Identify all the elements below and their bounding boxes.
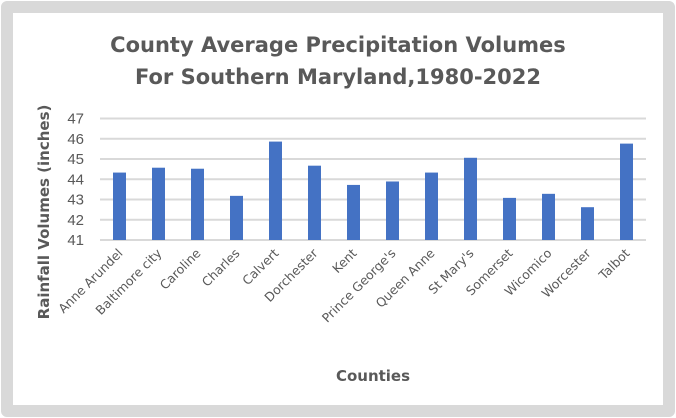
chart-title: County Average Precipitation Volumes For… <box>110 33 566 89</box>
bar <box>542 193 555 240</box>
bar <box>620 143 633 240</box>
y-axis-ticks: 41 42 43 44 45 46 47 <box>67 111 84 250</box>
y-tick-label: 47 <box>67 111 84 128</box>
bar <box>581 207 594 240</box>
bar <box>152 167 165 240</box>
bar <box>464 157 477 240</box>
x-axis-title: Counties <box>336 367 410 385</box>
y-tick-label: 42 <box>67 212 84 229</box>
bar <box>347 184 360 240</box>
y-tick-label: 45 <box>67 151 84 168</box>
bar <box>308 165 321 240</box>
y-tick-label: 44 <box>67 171 84 188</box>
x-tick-label: Kent <box>329 245 360 276</box>
bar <box>230 195 243 240</box>
bar <box>269 141 282 240</box>
y-tick-label: 43 <box>67 192 84 209</box>
chart-title-line-1: County Average Precipitation Volumes <box>110 33 566 57</box>
bar <box>425 172 438 240</box>
bar <box>113 172 126 240</box>
x-tick-label: Talbot <box>595 245 633 283</box>
bar <box>503 197 516 240</box>
y-axis-title: Rainfall Volumes (inches) <box>35 105 53 320</box>
bars <box>113 141 633 240</box>
bar <box>386 181 399 240</box>
chart-title-line-2: For Southern Maryland,1980-2022 <box>135 65 541 89</box>
bar <box>191 168 204 240</box>
x-tick-label: Caroline <box>157 245 204 292</box>
y-tick-label: 41 <box>67 232 84 249</box>
y-tick-label: 46 <box>67 131 84 148</box>
gridlines <box>100 117 646 241</box>
x-tick-label: Charles <box>199 246 243 290</box>
